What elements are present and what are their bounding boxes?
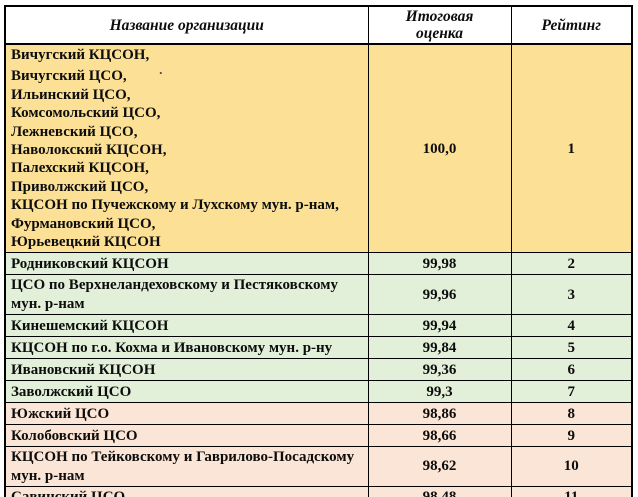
table-row: КЦСОН по г.о. Кохма и Ивановскому мун. р… (4, 336, 633, 360)
organization-name-cell: Вичугский КЦСОН, Вичугский ЦСО, · Ильинский… (4, 43, 369, 254)
organization-name-cell: Колобовский ЦСО (4, 424, 369, 448)
final-score-cell: 99,84 (367, 336, 512, 360)
table-row: Кинешемский КЦСОН 99,94 4 (4, 314, 633, 338)
col-header-final-score: Итоговая оценка (367, 5, 512, 45)
rating-cell: 10 (510, 446, 633, 488)
rating-cell: 9 (510, 424, 633, 448)
table-row: Заволжский ЦСО 99,3 7 (4, 380, 633, 404)
organization-name-cell: Кинешемский КЦСОН (4, 314, 369, 338)
rating-cell: 11 (510, 486, 633, 497)
table-body: Вичугский КЦСОН, Вичугский ЦСО, · Ильинский… (4, 43, 633, 497)
table-row: Южский ЦСО 98,86 8 (4, 402, 633, 426)
final-score-cell: 98,48 (367, 486, 512, 497)
table-row: Вичугский КЦСОН, Вичугский ЦСО, · Ильинский… (4, 43, 633, 254)
table-row: Родниковский КЦСОН 99,98 2 (4, 252, 633, 276)
organization-name-cell: ЦСО по Верхнеландеховскому и Пестяковско… (4, 274, 369, 316)
col-header-organization-name: Название организации (4, 5, 369, 45)
rating-cell: 6 (510, 358, 633, 382)
rating-cell: 7 (510, 380, 633, 404)
rating-cell: 1 (510, 43, 633, 254)
rating-cell: 4 (510, 314, 633, 338)
organization-name-cell: Ивановский КЦСОН (4, 358, 369, 382)
table-row: ЦСО по Верхнеландеховскому и Пестяковско… (4, 274, 633, 316)
organization-name-cell: Заволжский ЦСО (4, 380, 369, 404)
table-row: Колобовский ЦСО 98,66 9 (4, 424, 633, 448)
rating-cell: 2 (510, 252, 633, 276)
final-score-cell: 100,0 (367, 43, 512, 254)
final-score-cell: 98,66 (367, 424, 512, 448)
organization-name-cell: Южский ЦСО (4, 402, 369, 426)
header-row: Название организации Итоговая оценка Рей… (4, 5, 633, 45)
table-row: Ивановский КЦСОН 99,36 6 (4, 358, 633, 382)
organization-name-cell: КЦСОН по г.о. Кохма и Ивановскому мун. р… (4, 336, 369, 360)
organization-name-cell: Родниковский КЦСОН (4, 252, 369, 276)
final-score-cell: 99,36 (367, 358, 512, 382)
final-score-cell: 99,98 (367, 252, 512, 276)
rating-table: Название организации Итоговая оценка Рей… (4, 5, 633, 497)
final-score-cell: 99,96 (367, 274, 512, 316)
final-score-cell: 98,86 (367, 402, 512, 426)
rating-cell: 3 (510, 274, 633, 316)
final-score-cell: 99,94 (367, 314, 512, 338)
final-score-cell: 99,3 (367, 380, 512, 404)
col-header-final-score-label: Итоговая оценка (405, 8, 474, 42)
rating-cell: 8 (510, 402, 633, 426)
final-score-cell: 98,62 (367, 446, 512, 488)
organization-name-cell: Савинский ЦСО (4, 486, 369, 497)
rating-cell: 5 (510, 336, 633, 360)
stray-dot-mark: · (158, 65, 164, 81)
col-header-rating: Рейтинг (510, 5, 633, 45)
table-row: КЦСОН по Тейковскому и Гаврилово-Посадск… (4, 446, 633, 488)
organization-name-cell: КЦСОН по Тейковскому и Гаврилово-Посадск… (4, 446, 369, 488)
